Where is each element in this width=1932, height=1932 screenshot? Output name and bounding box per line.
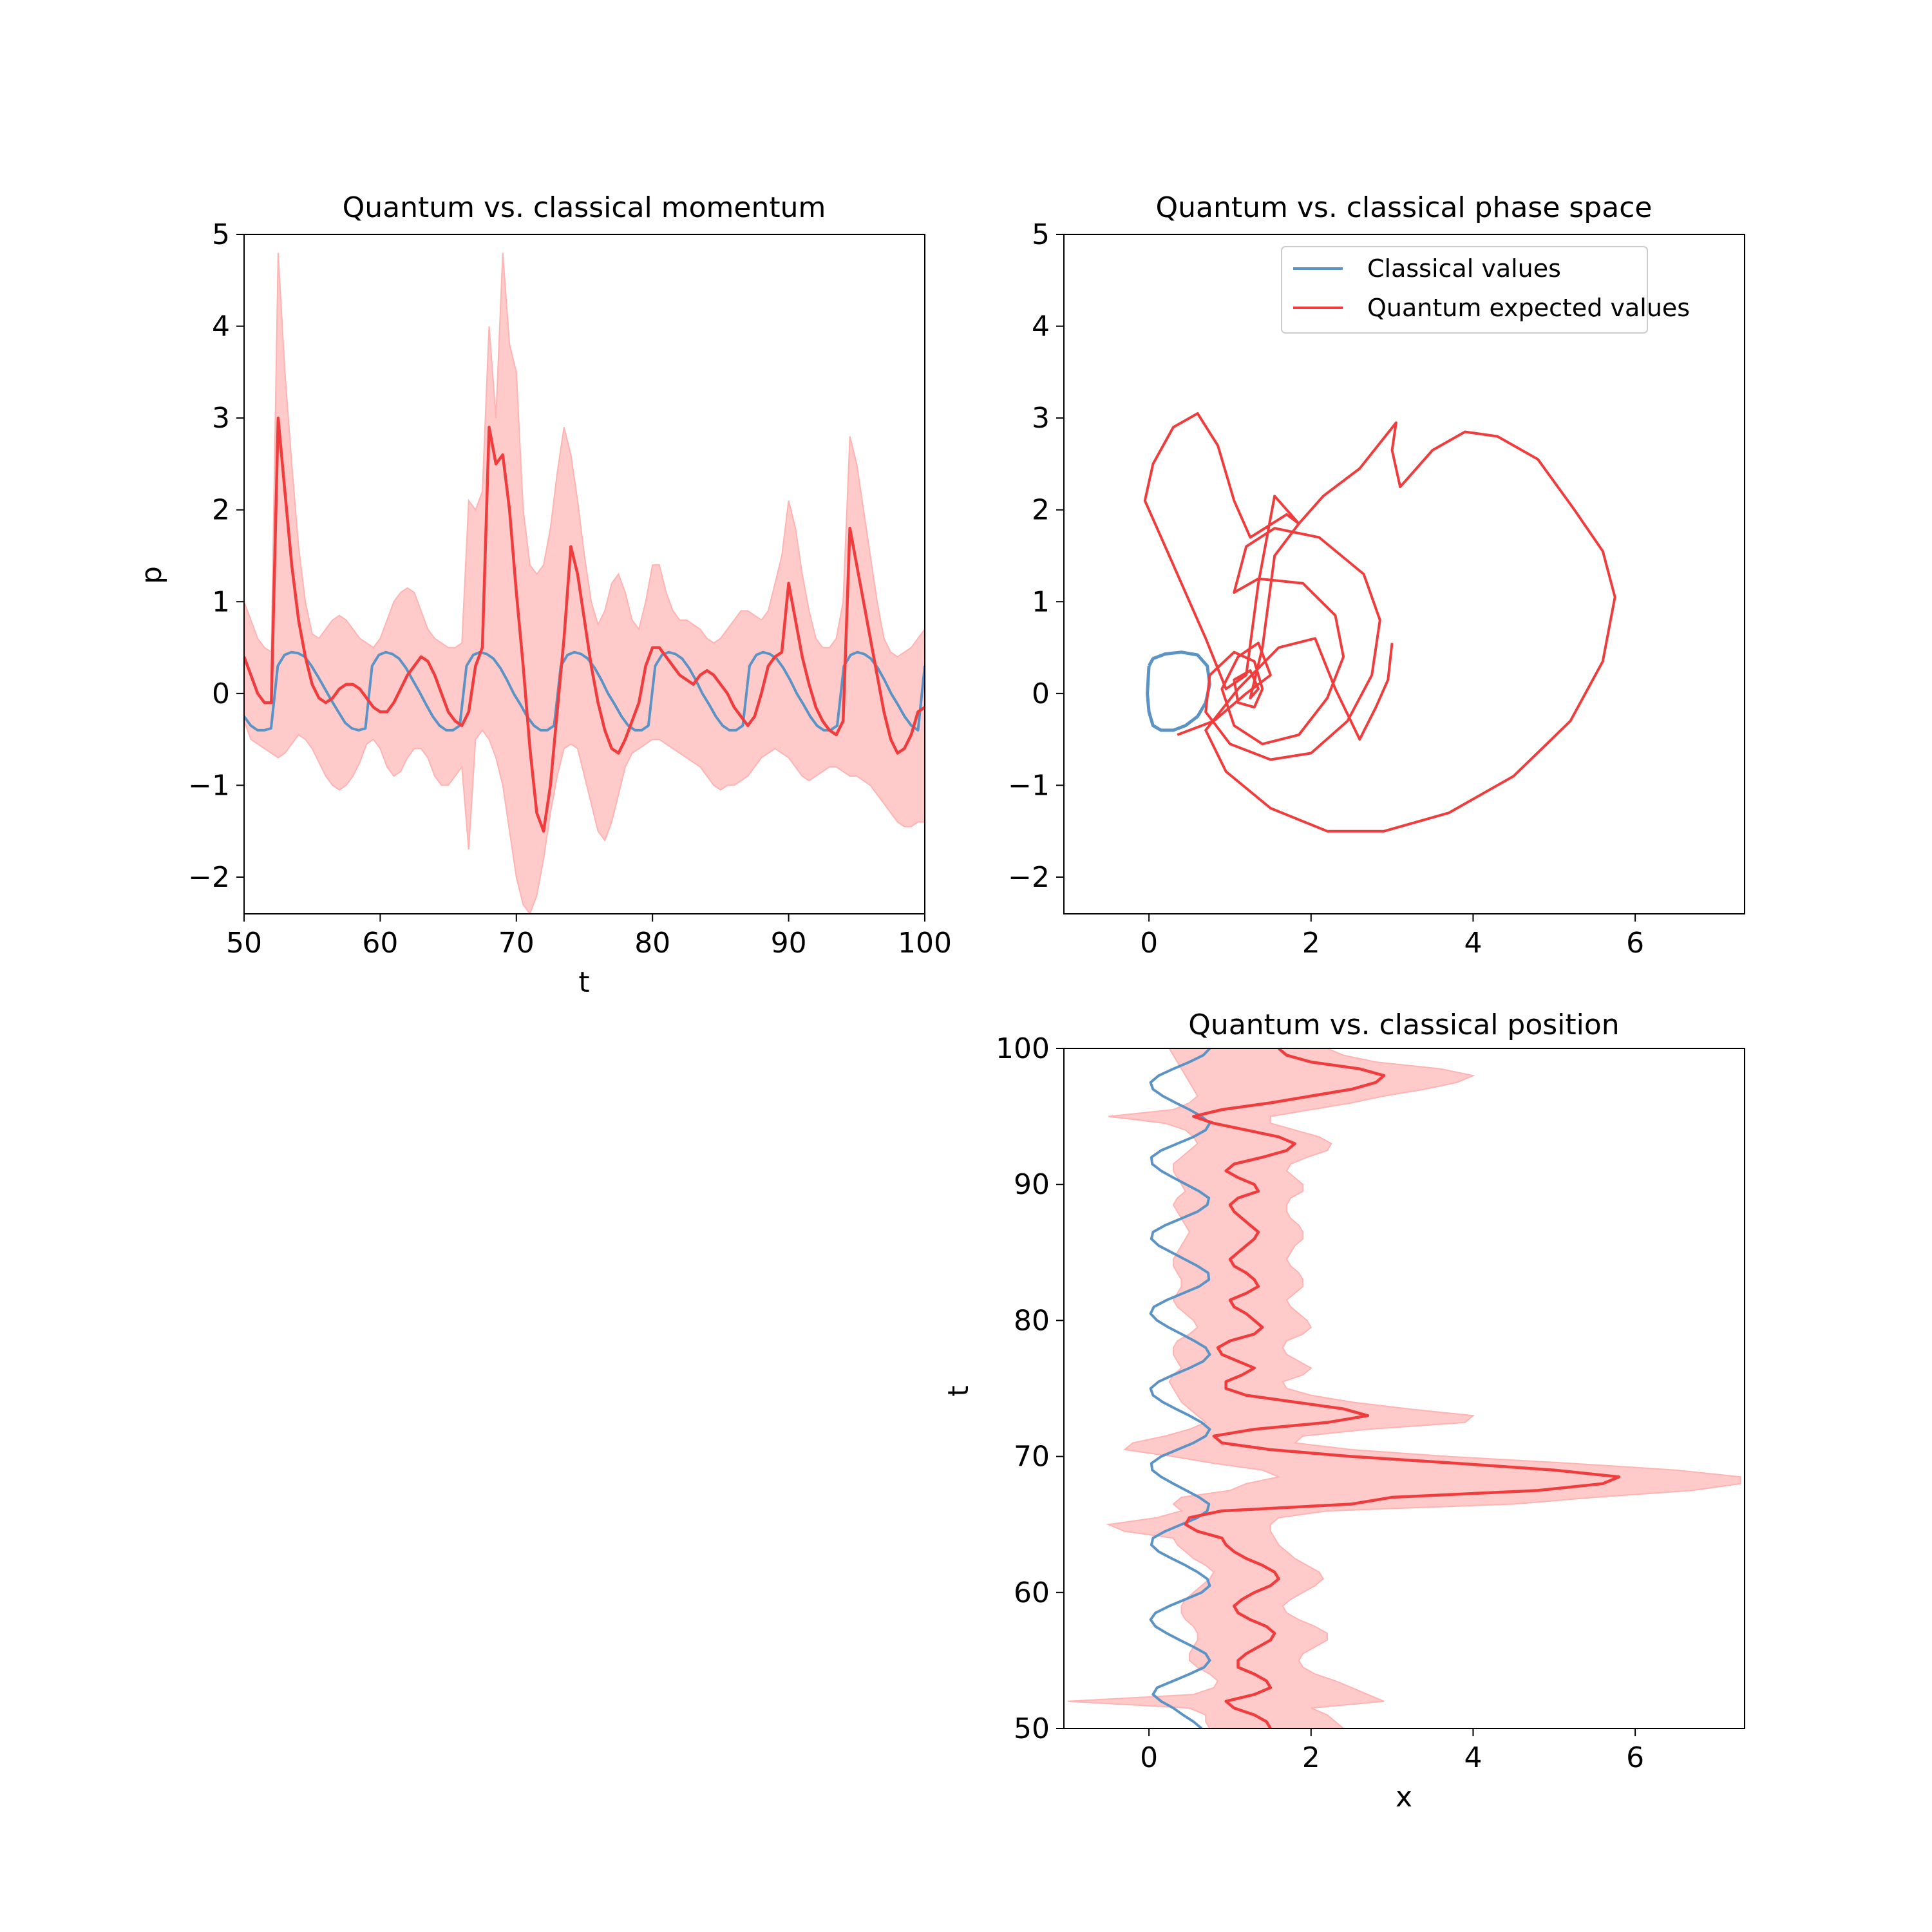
position-classical-line	[1149, 1048, 1211, 1728]
position-uncertainty-band	[1068, 1048, 1741, 1728]
momentum-title: Quantum vs. classical momentum	[343, 191, 826, 224]
momentum-y-tick-label: 2	[212, 494, 230, 527]
phase-space-x-tick-label: 4	[1464, 927, 1482, 960]
momentum-x-tick-label: 50	[226, 927, 262, 960]
position-x-tick-label: 2	[1302, 1741, 1320, 1774]
phase-space-plot: Quantum vs. classical phase space Classi…	[1008, 191, 1745, 960]
momentum-y-tick-label: 3	[212, 402, 230, 435]
momentum-y-tick-label: 5	[212, 218, 230, 251]
phase-space-x-tick-label: 2	[1302, 927, 1320, 960]
momentum-axes-frame	[243, 234, 925, 914]
phase-space-y-tick-label: 3	[1032, 402, 1050, 435]
position-y-tick-label: 70	[1014, 1441, 1050, 1473]
phase-space-y-tick-label: −2	[1008, 861, 1050, 894]
legend-quantum-label: Quantum expected values	[1367, 294, 1690, 322]
phase-space-quantum-line	[1143, 412, 1616, 833]
momentum-uncertainty-band	[244, 252, 925, 914]
position-y-tick-label: 100	[996, 1032, 1050, 1065]
phase-space-x-tick-label: 0	[1140, 927, 1158, 960]
position-y-tick-label: 60	[1014, 1577, 1050, 1609]
position-title: Quantum vs. classical position	[1188, 1009, 1619, 1041]
position-y-tick-label: 50	[1014, 1712, 1050, 1745]
position-y-label: t	[942, 1385, 975, 1396]
momentum-x-tick-label: 60	[362, 927, 398, 960]
phase-space-y-tick-label: 5	[1032, 218, 1050, 251]
position-y-tick-label: 90	[1014, 1168, 1050, 1201]
phase-space-y-tick-label: 0	[1032, 677, 1050, 710]
legend-box	[1281, 246, 1648, 334]
phase-space-y-tick-label: 4	[1032, 310, 1050, 343]
phase-space-title: Quantum vs. classical phase space	[1156, 191, 1653, 224]
position-axes-frame	[1063, 1048, 1745, 1729]
momentum-x-tick-label: 90	[771, 927, 807, 960]
phase-space-x-tick-label: 6	[1626, 927, 1644, 960]
legend-classical-label: Classical values	[1367, 254, 1561, 283]
momentum-x-label: t	[578, 966, 589, 999]
phase-space-y-tick-label: 1	[1032, 585, 1050, 618]
momentum-x-tick-label: 100	[898, 927, 952, 960]
momentum-quantum-mean-line	[244, 416, 925, 833]
position-plot: Quantum vs. classical position x t 0 2 4 6 5…	[942, 1009, 1745, 1814]
momentum-y-tick-label: −2	[188, 861, 230, 894]
momentum-y-tick-label: 1	[212, 585, 230, 618]
position-quantum-mean-line	[1184, 1048, 1621, 1728]
position-x-tick-label: 6	[1626, 1741, 1644, 1774]
phase-space-y-tick-label: 2	[1032, 494, 1050, 527]
momentum-classical-line	[244, 650, 925, 732]
position-x-tick-label: 4	[1464, 1741, 1482, 1774]
phase-space-plot-area	[1143, 412, 1616, 833]
phase-space-y-tick-label: −1	[1008, 769, 1050, 802]
momentum-y-tick-label: 4	[212, 310, 230, 343]
position-plot-area	[1068, 1048, 1741, 1728]
position-y-tick-label: 80	[1014, 1304, 1050, 1337]
momentum-plot-area	[244, 252, 925, 914]
momentum-y-tick-label: 0	[212, 677, 230, 710]
legend: Classical values Quantum expected values	[1281, 246, 1690, 334]
momentum-y-tick-label: −1	[188, 769, 230, 802]
position-x-label: x	[1396, 1781, 1412, 1814]
momentum-plot: Quantum vs. classical momentum t p 50 60 7…	[135, 191, 952, 999]
momentum-x-tick-label: 70	[498, 927, 535, 960]
phase-space-axes-frame	[1063, 234, 1745, 914]
position-x-tick-label: 0	[1140, 1741, 1158, 1774]
momentum-y-label: p	[135, 566, 168, 584]
phase-space-classical-line	[1146, 650, 1211, 732]
momentum-x-tick-label: 80	[634, 927, 670, 960]
